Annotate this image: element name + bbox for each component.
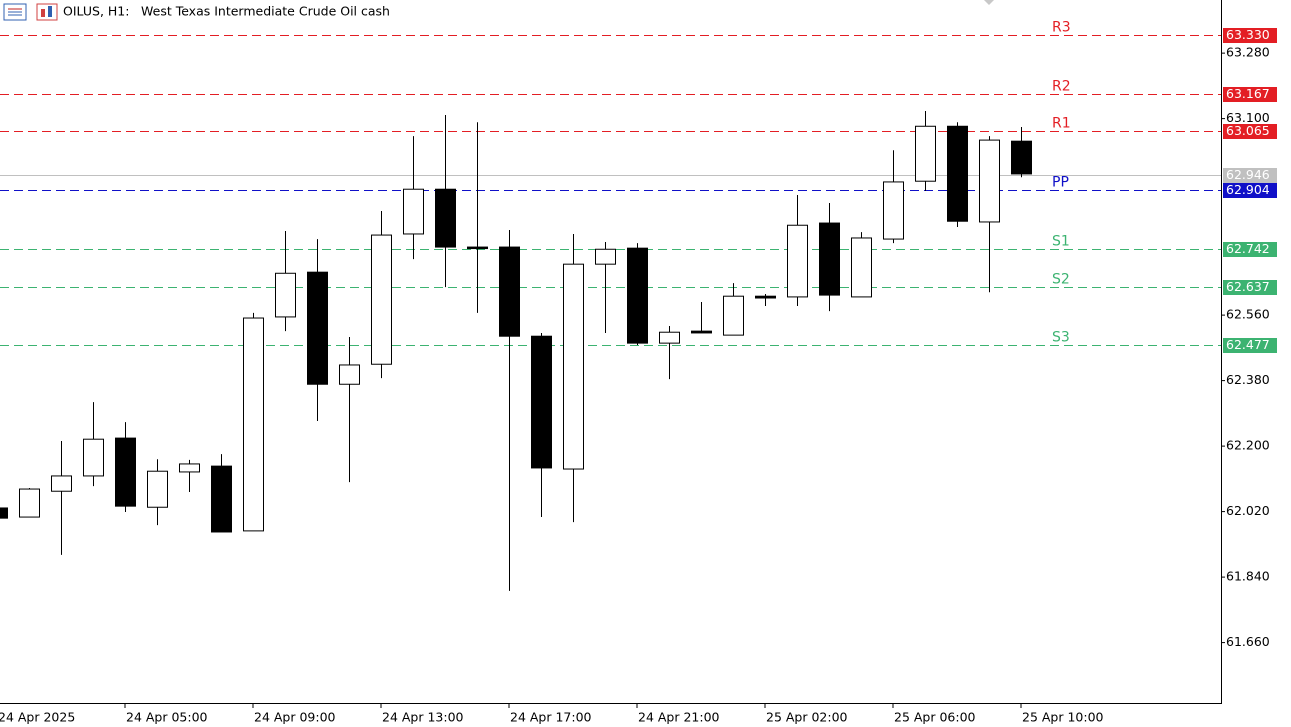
level-name: R3 bbox=[1052, 20, 1071, 36]
candle-body bbox=[371, 234, 392, 365]
level-box bbox=[1223, 280, 1277, 295]
candle-body bbox=[179, 463, 200, 473]
y-tick-label: 62.200 bbox=[1226, 438, 1270, 453]
candle-body bbox=[243, 317, 264, 532]
icon-bar bbox=[41, 9, 45, 17]
level-name: S1 bbox=[1052, 234, 1070, 250]
candle-body bbox=[787, 224, 808, 298]
x-tick-label: 24 Apr 05:00 bbox=[126, 710, 208, 725]
level-box bbox=[1223, 124, 1277, 139]
level-label: 62.904 bbox=[1226, 182, 1270, 197]
candle-body bbox=[915, 125, 936, 182]
y-tick-label: 63.100 bbox=[1226, 110, 1270, 125]
candle-body bbox=[0, 507, 8, 519]
x-tick-label: 24 Apr 21:00 bbox=[638, 710, 720, 725]
candle-body bbox=[755, 295, 776, 299]
candle-body bbox=[531, 335, 552, 469]
level-box bbox=[1223, 87, 1277, 102]
level-name: PP bbox=[1052, 175, 1069, 191]
x-tick-label: 25 Apr 02:00 bbox=[766, 710, 848, 725]
candle-body bbox=[403, 188, 424, 235]
scroll-marker bbox=[984, 0, 994, 5]
y-tick-label: 62.380 bbox=[1226, 372, 1270, 387]
level-label: 63.167 bbox=[1226, 86, 1270, 101]
header: OILUS, H1: West Texas Intermediate Crude… bbox=[3, 0, 994, 21]
description: West Texas Intermediate Crude Oil cash bbox=[141, 4, 390, 19]
level-box bbox=[1223, 28, 1277, 43]
x-tick-label: 24 Apr 2025 bbox=[0, 710, 75, 725]
x-tick-label: 25 Apr 10:00 bbox=[1022, 710, 1104, 725]
candle-body bbox=[147, 470, 168, 508]
level-label: 62.637 bbox=[1226, 279, 1270, 294]
level-box bbox=[1223, 183, 1277, 198]
y-tick-label: 62.560 bbox=[1226, 307, 1270, 322]
level-name: S2 bbox=[1052, 272, 1070, 288]
y-tick-label: 62.020 bbox=[1226, 503, 1270, 518]
y-tick-label: 61.660 bbox=[1226, 634, 1270, 649]
candle-body bbox=[307, 271, 328, 385]
candle-body bbox=[211, 465, 232, 533]
y-tick-label: 63.280 bbox=[1226, 45, 1270, 60]
axes: 63.280 63.100 62.560 62.380 62.200 62.020 61.8… bbox=[0, 27, 1277, 725]
candle-body bbox=[1011, 140, 1032, 175]
icon-bar bbox=[48, 6, 52, 17]
candle-body bbox=[819, 222, 840, 296]
candle-body bbox=[435, 188, 456, 248]
level-label: 63.065 bbox=[1226, 123, 1270, 138]
level-label: 62.477 bbox=[1226, 337, 1270, 352]
level-name: R2 bbox=[1052, 79, 1071, 95]
level-name: S3 bbox=[1052, 330, 1070, 346]
candle-body bbox=[627, 247, 648, 344]
candle-body bbox=[595, 248, 616, 265]
level-box bbox=[1223, 242, 1277, 257]
level-box bbox=[1223, 338, 1277, 353]
candle-body bbox=[883, 181, 904, 240]
candle-body bbox=[467, 246, 488, 250]
candle-body bbox=[339, 364, 360, 385]
chart-icon[interactable] bbox=[36, 3, 58, 21]
symbol: OILUS, H1: bbox=[63, 4, 129, 19]
level-label: 63.330 bbox=[1226, 27, 1270, 42]
candle-body bbox=[947, 125, 968, 222]
candle-body bbox=[691, 330, 712, 334]
level-name: R1 bbox=[1052, 116, 1071, 132]
candle-body bbox=[19, 488, 40, 518]
current-price-label: 62.946 bbox=[1226, 167, 1270, 182]
candle-body bbox=[851, 237, 872, 298]
candle-body bbox=[563, 263, 584, 470]
candle-body bbox=[499, 246, 520, 337]
x-tick-label: 24 Apr 17:00 bbox=[510, 710, 592, 725]
candle-body bbox=[83, 438, 104, 477]
x-tick-label: 25 Apr 06:00 bbox=[894, 710, 976, 725]
candle-body bbox=[659, 331, 680, 344]
level-label: 62.742 bbox=[1226, 241, 1270, 256]
y-tick-label: 61.840 bbox=[1226, 569, 1270, 584]
candle-body bbox=[51, 475, 72, 492]
x-tick-label: 24 Apr 09:00 bbox=[254, 710, 336, 725]
candle-body bbox=[723, 295, 744, 336]
candle-body bbox=[115, 437, 136, 507]
current-price-box bbox=[1223, 168, 1277, 183]
candle-body bbox=[275, 272, 296, 318]
candle-body bbox=[979, 139, 1000, 223]
x-tick-label: 24 Apr 13:00 bbox=[382, 710, 464, 725]
plot-area: R3 R2 R1 PP S1 S2 S3 bbox=[0, 20, 1221, 591]
